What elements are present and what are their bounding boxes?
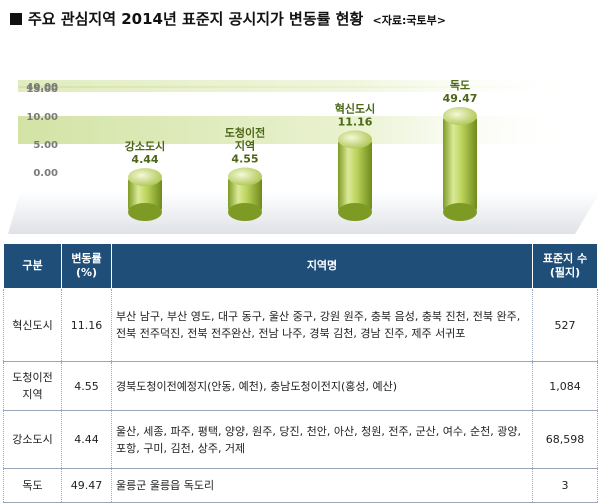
header-type: 구분 — [3, 243, 62, 289]
bar-base — [228, 203, 262, 221]
y-tick-label: 40.00 — [26, 82, 58, 93]
bar-category-line: 독도 — [450, 79, 470, 92]
bar-base — [128, 203, 162, 221]
table-header-row: 구분 변동률 (%) 지역명 표준지 수 (필지) — [3, 243, 598, 289]
table-row: 독도 49.47 울릉군 울릉읍 독도리 3 — [3, 468, 598, 503]
cell-regions: 울산, 세종, 파주, 평택, 양양, 원주, 당진, 천안, 아산, 청원, … — [111, 410, 533, 469]
bar: 도청이전 지역 4.55 — [225, 126, 265, 221]
bar: 독도 49.47 — [443, 79, 478, 221]
bar-value-label: 4.44 — [131, 153, 158, 166]
bar-base — [443, 203, 477, 221]
header-count: 표준지 수 (필지) — [532, 243, 598, 289]
chart-floor — [8, 192, 600, 234]
title-text: 주요 관심지역 2014년 표준지 공시지가 변동률 현황 — [28, 10, 364, 28]
bar-cap — [128, 168, 162, 187]
bar-category-label: 도청이전 지역 4.55 — [225, 126, 265, 166]
bar-category-label: 혁신도시 11.16 — [335, 102, 375, 129]
cell-count: 3 — [532, 468, 598, 503]
bar-category-label: 강소도시 4.44 — [125, 139, 165, 166]
bar-category-label: 독도 49.47 — [443, 79, 478, 105]
bar-body — [338, 139, 372, 212]
cell-count: 1,084 — [532, 361, 598, 411]
y-tick-label: 5.00 — [33, 140, 58, 151]
cell-rate: 4.55 — [61, 361, 112, 411]
cell-rate: 11.16 — [61, 288, 112, 362]
cell-type: 혁신도시 — [3, 288, 62, 362]
bar-body — [443, 116, 477, 212]
bar-base — [338, 203, 372, 221]
bar-category-line: 지역 — [235, 139, 255, 153]
bar-cap — [338, 130, 372, 149]
cell-rate: 4.44 — [61, 410, 112, 469]
bar-category-line: 혁신도시 — [335, 102, 375, 116]
grid-band — [18, 80, 578, 92]
grid-band — [18, 116, 578, 144]
cell-regions: 경북도청이전예정지(안동, 예천), 충남도청이전지(홍성, 예산) — [111, 361, 533, 411]
y-tick-label: 10.00 — [26, 112, 58, 123]
cell-type: 독도 — [3, 468, 62, 503]
table-row: 혁신도시 11.16 부산 남구, 부산 영도, 대구 동구, 울산 중구, 강… — [3, 288, 598, 362]
bar: 강소도시 4.44 — [125, 139, 165, 221]
cell-regions: 울릉군 울릉읍 독도리 — [111, 468, 533, 503]
grid-bands — [18, 80, 578, 144]
bar-cap — [443, 107, 477, 125]
y-tick-label: 15.00 — [26, 84, 58, 95]
source-label: <자료:국토부> — [372, 14, 446, 27]
bar-category-line: 강소도시 — [125, 139, 165, 153]
bars: 강소도시 4.44 도청이전 지역 4.55 혁신도시 11.16 독도 49.47 — [125, 79, 478, 221]
title-square-icon — [10, 13, 22, 25]
bar-body — [128, 177, 162, 212]
bar: 혁신도시 11.16 — [335, 102, 375, 221]
y-tick-label: 0.00 — [33, 168, 58, 179]
cell-type: 강소도시 — [3, 410, 62, 469]
table-row: 도청이전 지역 4.55 경북도청이전예정지(안동, 예천), 충남도청이전지(… — [3, 361, 598, 411]
header-rate: 변동률 (%) — [61, 243, 112, 289]
bar-value-label: 11.16 — [338, 116, 373, 129]
bar-value-label: 49.47 — [443, 92, 478, 105]
cell-count: 68,598 — [532, 410, 598, 469]
bar-cap — [228, 167, 262, 186]
bar-value-label: 4.55 — [231, 153, 258, 166]
cell-rate: 49.47 — [61, 468, 112, 503]
page-title: 주요 관심지역 2014년 표준지 공시지가 변동률 현황 <자료:국토부> — [10, 8, 446, 30]
cell-regions: 부산 남구, 부산 영도, 대구 동구, 울산 중구, 강원 원주, 충북 음성… — [111, 288, 533, 362]
table-row: 강소도시 4.44 울산, 세종, 파주, 평택, 양양, 원주, 당진, 천안… — [3, 410, 598, 469]
bar-body — [228, 176, 262, 212]
bar-category-line: 도청이전 — [225, 126, 265, 140]
data-table: 구분 변동률 (%) 지역명 표준지 수 (필지) 혁신도시 11.16 부산 … — [3, 243, 598, 503]
header-regions: 지역명 — [111, 243, 533, 289]
cell-count: 527 — [532, 288, 598, 362]
cell-type: 도청이전 지역 — [3, 361, 62, 411]
